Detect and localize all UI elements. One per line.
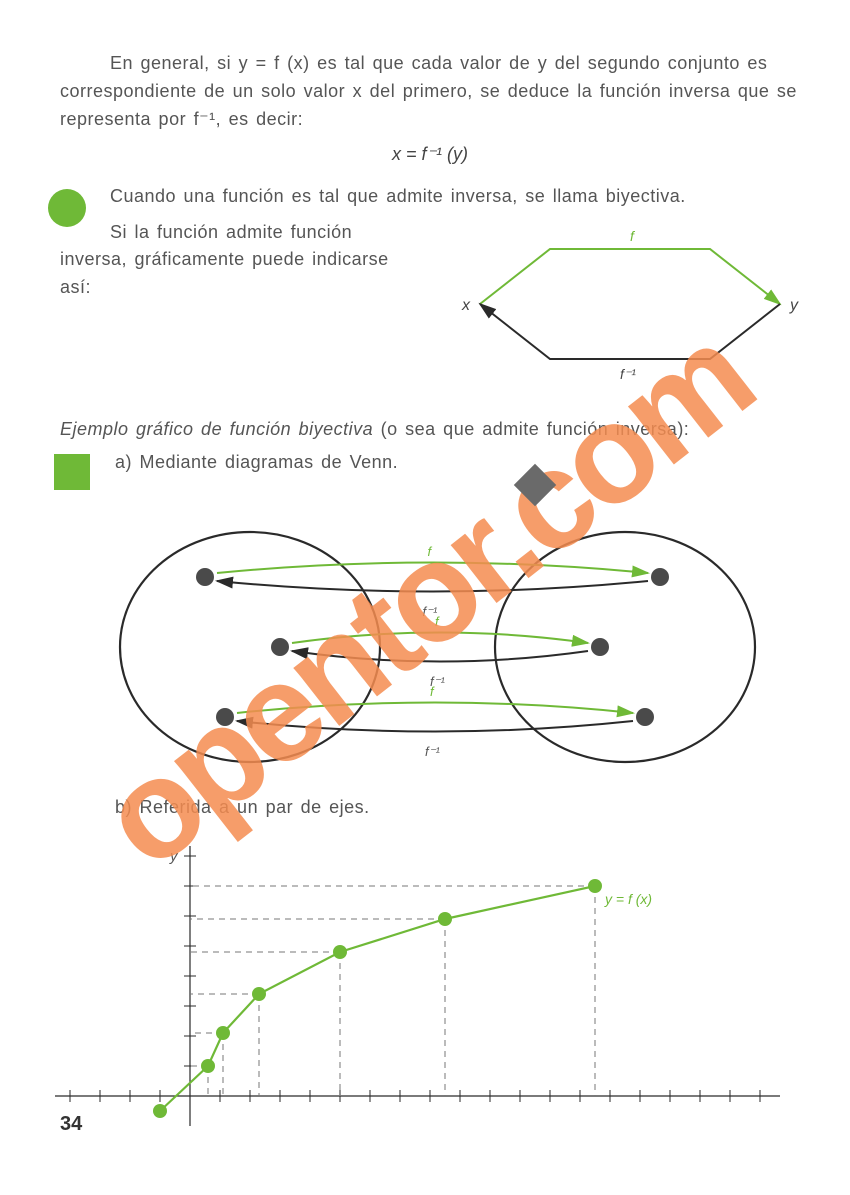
- biyectiva-section: Cuando una función es tal que admite inv…: [60, 183, 800, 389]
- item-a: a) Mediante diagramas de Venn.: [115, 452, 800, 473]
- inverse-intro-row: Si la función admite función inversa, gr…: [60, 219, 800, 389]
- venn-diagram: ff⁻¹ff⁻¹ff⁻¹: [70, 507, 800, 787]
- axes-chart: y y = f (x): [40, 826, 800, 1136]
- paragraph-2: Cuando una función es tal que admite inv…: [60, 183, 800, 211]
- svg-text:y: y: [169, 848, 179, 865]
- svg-text:y = f (x): y = f (x): [604, 891, 652, 907]
- page-number: 34: [60, 1113, 82, 1136]
- green-bullet-circle: [48, 189, 86, 227]
- svg-text:f: f: [630, 228, 636, 244]
- item-a-row: a) Mediante diagramas de Venn.: [60, 452, 800, 502]
- formula-inverse: x = f⁻¹ (y): [60, 144, 800, 165]
- hex-diagram: x y f f⁻¹: [440, 219, 820, 389]
- svg-text:y: y: [789, 297, 799, 314]
- example-title: Ejemplo gráfico de función biyectiva (o …: [60, 419, 800, 440]
- paragraph-3: Si la función admite función inversa, gr…: [60, 219, 420, 303]
- svg-text:f: f: [435, 614, 440, 629]
- example-title-italic: Ejemplo gráfico de función biyectiva: [60, 419, 373, 439]
- paragraph-1: En general, si y = f (x) es tal que cada…: [60, 50, 800, 134]
- svg-text:x: x: [461, 297, 471, 314]
- page-content: En general, si y = f (x) es tal que cada…: [0, 0, 850, 1156]
- green-bullet-square: [54, 454, 90, 490]
- item-b: b) Referida a un par de ejes.: [115, 797, 800, 818]
- svg-text:f: f: [428, 544, 433, 559]
- svg-text:f⁻¹: f⁻¹: [620, 366, 636, 382]
- example-title-rest: (o sea que admite función inversa):: [373, 419, 689, 439]
- svg-text:f⁻¹: f⁻¹: [425, 744, 440, 759]
